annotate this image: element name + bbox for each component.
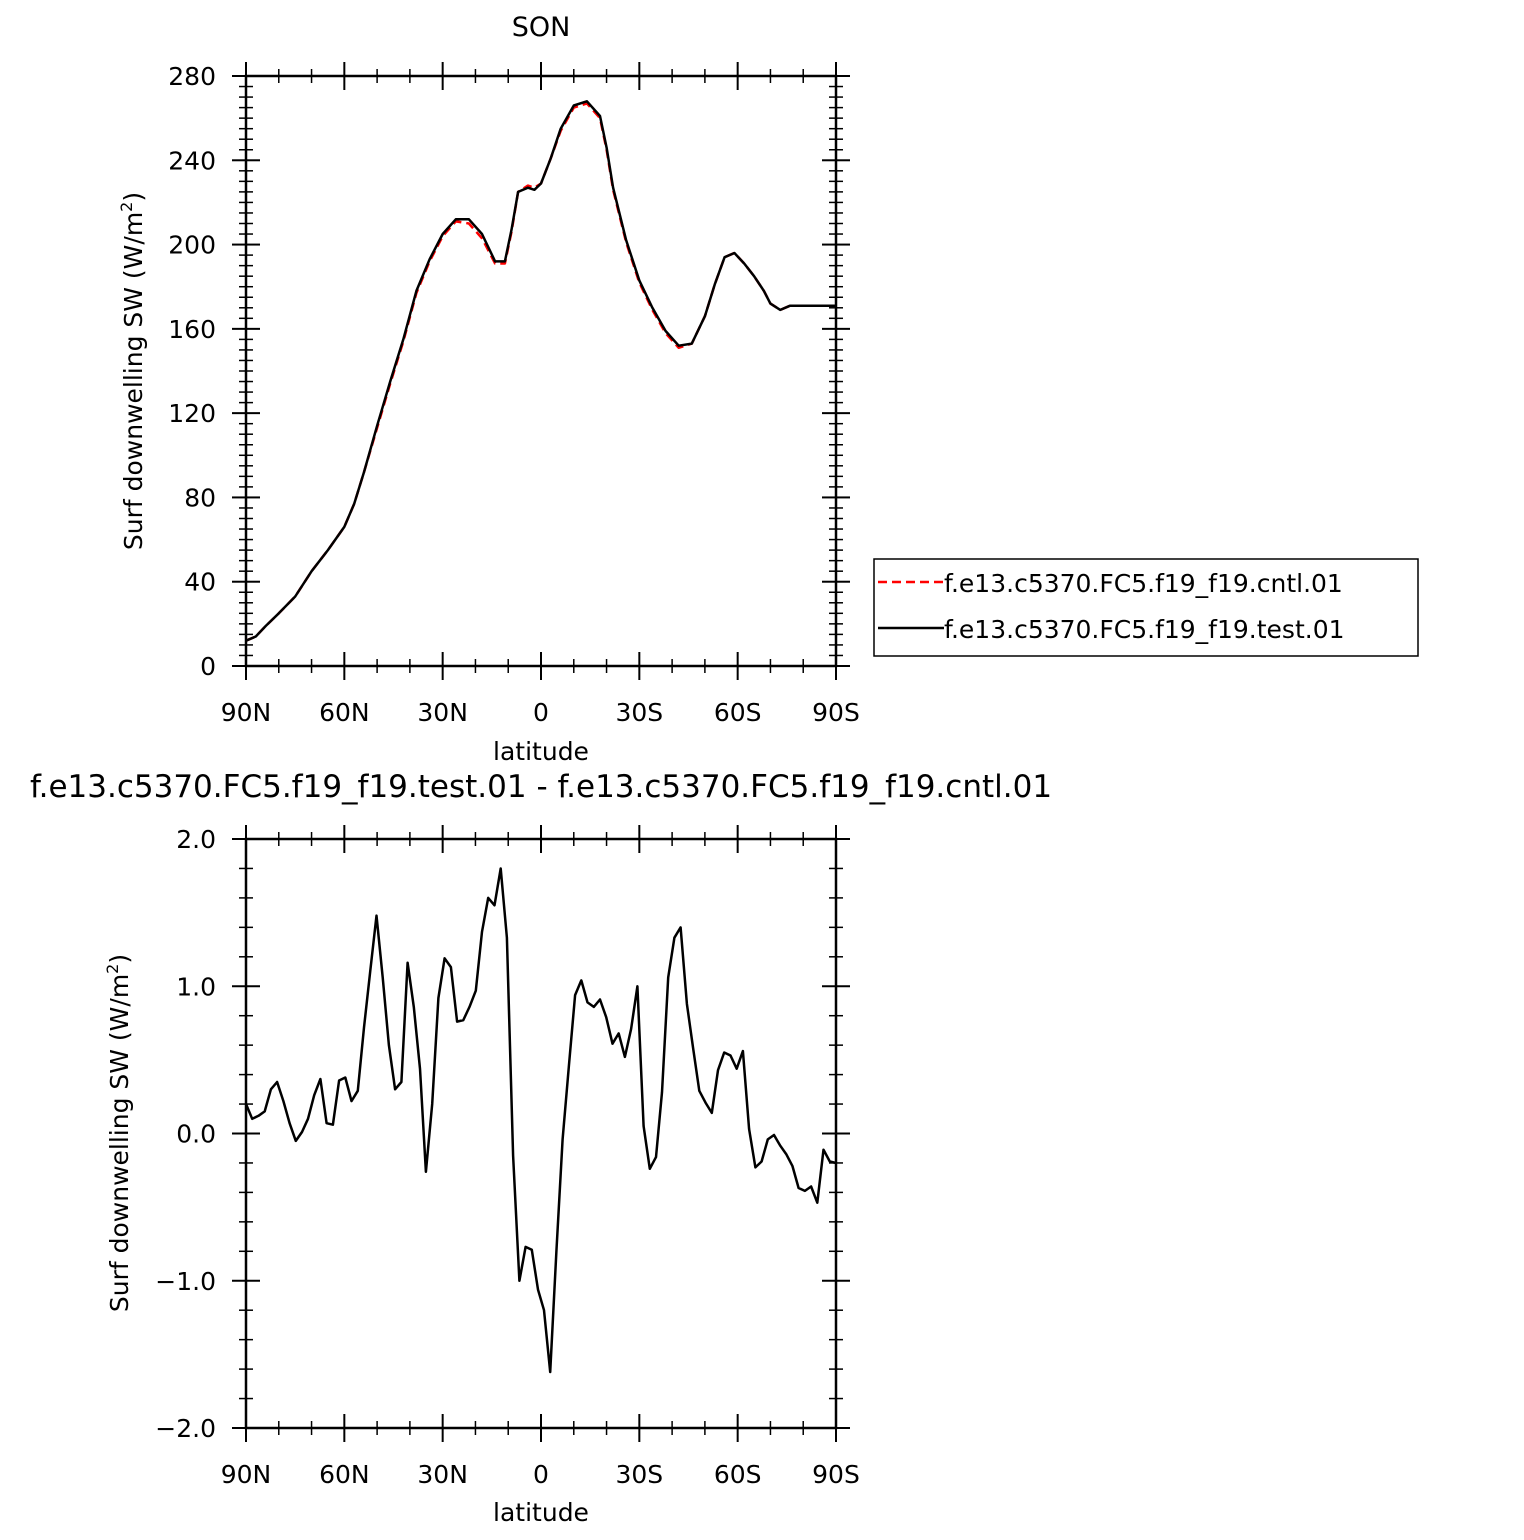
top-y-axis-label-sup: 2 — [117, 202, 136, 212]
bottom-tick-label-layer: 90N 60N 30N 0 30S 60S 90S −2.0 −1.0 0.0 1.0 2.0 — [155, 825, 860, 1489]
bottom-y-axis-label-tail: ) — [105, 954, 134, 964]
bottom-y-tick-label-1: −1.0 — [155, 1267, 216, 1296]
legend: f.e13.c5370.FC5.f19_f19.cntl.01 f.e13.c5… — [873, 558, 1419, 657]
top-x-tick-label-2: 30N — [417, 698, 468, 727]
top-panel: SON 90N 60N 30N 0 30S 60S 90S 0 40 80 120 160 200 240… — [117, 12, 1419, 766]
top-chart-title: SON — [512, 12, 571, 43]
bottom-x-tick-label-1: 60N — [319, 1460, 370, 1489]
bottom-y-tick-label-3: 1.0 — [176, 972, 216, 1001]
top-y-tick-label-1: 40 — [184, 568, 216, 597]
legend-box — [873, 558, 1419, 657]
bottom-x-tick-label-5: 60S — [714, 1460, 762, 1489]
bottom-y-tick-label-4: 2.0 — [176, 825, 216, 854]
bottom-plot-frame — [244, 837, 838, 1430]
bottom-x-axis-label: latitude — [493, 1498, 589, 1527]
top-x-tick-label-6: 90S — [812, 698, 860, 727]
bottom-y-tick-label-0: −2.0 — [155, 1414, 216, 1443]
bottom-tick-layer — [232, 825, 850, 1442]
top-y-axis-label-tail: ) — [119, 192, 148, 202]
bottom-x-tick-label-2: 30N — [417, 1460, 468, 1489]
top-y-tick-label-3: 120 — [168, 399, 216, 428]
bottom-y-tick-label-2: 0.0 — [176, 1120, 216, 1149]
bottom-y-axis-label-main: Surf downwelling SW (W/m — [105, 974, 134, 1312]
bottom-series-layer — [244, 867, 837, 1374]
top-y-axis-label: Surf downwelling SW (W/m2) — [117, 192, 148, 550]
top-y-tick-label-4: 160 — [168, 315, 216, 344]
bottom-y-axis-label-sup: 2 — [103, 964, 122, 974]
top-y-axis-label-main: Surf downwelling SW (W/m — [119, 212, 148, 550]
top-x-tick-label-4: 30S — [615, 698, 663, 727]
top-tick-layer — [232, 62, 850, 680]
top-plot-frame — [244, 74, 838, 668]
top-series-line-1 — [245, 100, 836, 642]
top-y-tick-label-2: 80 — [184, 483, 216, 512]
top-series-layer — [245, 100, 836, 642]
bottom-panel: f.e13.c5370.FC5.f19_f19.test.01 - f.e13.… — [30, 769, 1052, 1527]
top-x-tick-label-5: 60S — [714, 698, 762, 727]
bottom-y-axis-label: Surf downwelling SW (W/m2) — [103, 954, 134, 1312]
top-y-tick-label-6: 240 — [168, 146, 216, 175]
legend-label-test: f.e13.c5370.FC5.f19_f19.test.01 — [944, 615, 1345, 644]
top-y-tick-label-5: 200 — [168, 231, 216, 260]
bottom-chart-title: f.e13.c5370.FC5.f19_f19.test.01 - f.e13.… — [30, 769, 1052, 805]
top-y-tick-label-0: 0 — [200, 652, 216, 681]
top-x-tick-label-0: 90N — [221, 698, 272, 727]
bottom-series-line-0 — [244, 867, 837, 1374]
bottom-x-tick-label-6: 90S — [812, 1460, 860, 1489]
legend-label-cntl: f.e13.c5370.FC5.f19_f19.cntl.01 — [944, 569, 1343, 598]
top-y-tick-label-7: 280 — [168, 62, 216, 91]
top-x-axis-label: latitude — [493, 737, 589, 766]
top-tick-label-layer: 90N 60N 30N 0 30S 60S 90S 0 40 80 120 160 200 240 280 — [168, 62, 860, 727]
bottom-x-tick-label-4: 30S — [615, 1460, 663, 1489]
top-x-tick-label-1: 60N — [319, 698, 370, 727]
top-x-tick-label-3: 0 — [533, 698, 549, 727]
bottom-x-tick-label-3: 0 — [533, 1460, 549, 1489]
bottom-x-tick-label-0: 90N — [221, 1460, 272, 1489]
